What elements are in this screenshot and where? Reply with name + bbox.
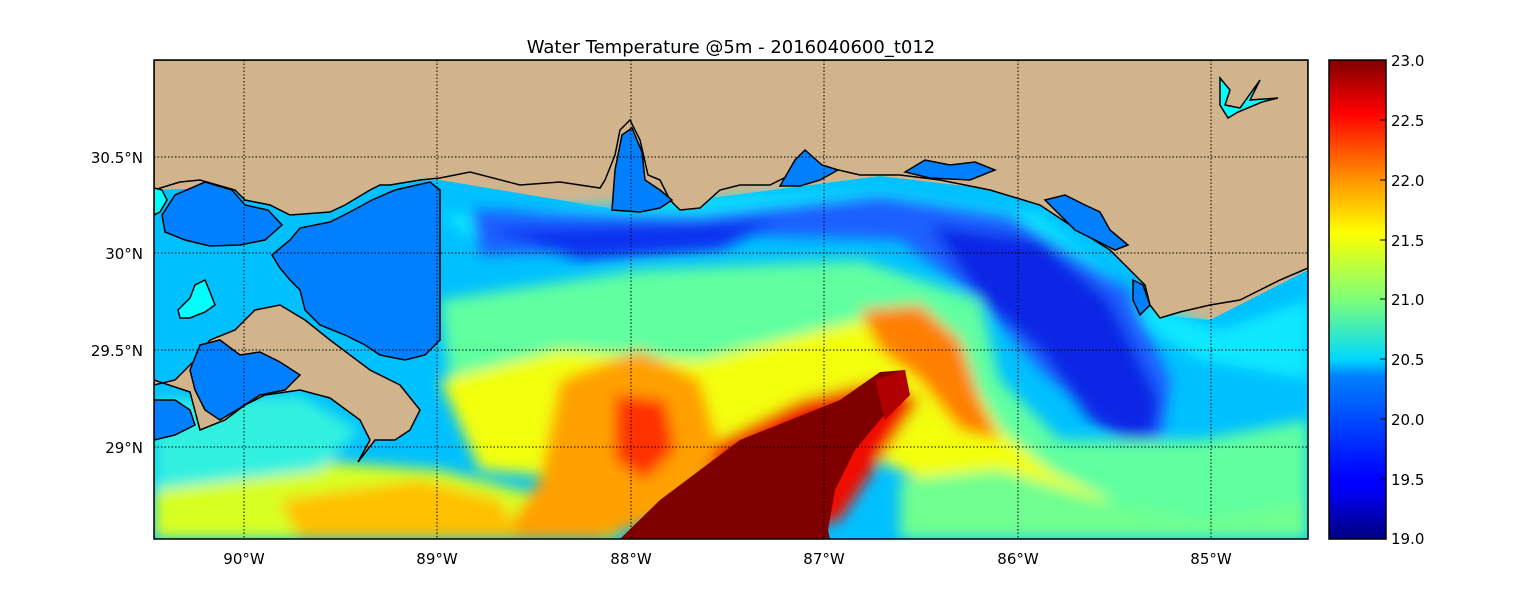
cold-pool-east [930, 225, 1160, 455]
st-andrew-bay [1043, 194, 1130, 251]
lake-pontchartrain [161, 181, 284, 247]
x-axis: 90°W 89°W 88°W 87°W 86°W 85°W [223, 550, 1232, 568]
cold-streak-west [490, 220, 780, 260]
orange-filament [860, 305, 1000, 440]
colorbar-ticks [1380, 119, 1386, 480]
colorbar-tick-label: 20.5 [1391, 351, 1424, 369]
colorbar-labels: 23.0 22.5 22.0 21.5 21.0 20.5 20.0 19.5 … [1391, 52, 1424, 548]
cyan-lakes [154, 75, 1279, 319]
lake-maurepas [177, 278, 216, 319]
orange-eddy [500, 350, 720, 539]
lake-seminole [1219, 75, 1279, 120]
x-tick-label: 87°W [803, 550, 845, 568]
lake-borgne-waters [271, 181, 441, 361]
x-tick-label: 89°W [416, 550, 458, 568]
y-tick-label: 29°N [105, 439, 143, 457]
graticule [154, 60, 1308, 539]
warm-core [620, 370, 908, 539]
colorbar-tick-label: 22.0 [1391, 172, 1424, 190]
colorbar-tick-label: 23.0 [1391, 52, 1424, 70]
colorbar: 23.0 22.5 22.0 21.5 21.0 20.5 20.0 19.5 … [1328, 52, 1424, 548]
colorbar-tick-label: 21.0 [1391, 291, 1424, 309]
x-tick-label: 88°W [610, 550, 652, 568]
x-tick-label: 90°W [223, 550, 265, 568]
colorbar-tick-label: 22.5 [1391, 112, 1424, 130]
colorbar-tick-label: 19.0 [1391, 530, 1424, 548]
louisiana-coast [154, 60, 1308, 319]
y-tick-label: 29.5°N [91, 342, 143, 360]
colorbar-gradient [1328, 59, 1387, 540]
map-title: Water Temperature @5m - 2016040600_t012 [527, 37, 936, 58]
y-tick-label: 30°N [105, 245, 143, 263]
y-tick-label: 30.5°N [91, 149, 143, 167]
map-frame [153, 59, 1309, 540]
y-axis: 30.5°N 30°N 29.5°N 29°N [91, 149, 143, 457]
sea-temperature-field [154, 176, 1308, 539]
choctawhatchee-bay [903, 159, 998, 181]
delta-bay [189, 339, 302, 421]
x-tick-label: 85°W [1190, 550, 1232, 568]
apalachicola-bay [1132, 278, 1151, 317]
colorbar-tick-label: 20.0 [1391, 411, 1424, 429]
green-south-east [900, 470, 1308, 539]
inland-waters [154, 126, 1151, 441]
colorbar-tick-label: 21.5 [1391, 232, 1424, 250]
mobile-bay [611, 126, 674, 213]
warm-core-edge [875, 370, 910, 420]
map-plot-area [154, 60, 1308, 539]
west-delta-water [154, 399, 196, 441]
orange-southwest [280, 480, 520, 539]
x-tick-label: 86°W [997, 550, 1039, 568]
cyan-shelf-band [440, 190, 1308, 380]
red-eddy-core [615, 395, 675, 480]
lake-west [154, 187, 168, 216]
colorbar-tick-label: 19.5 [1391, 471, 1424, 489]
